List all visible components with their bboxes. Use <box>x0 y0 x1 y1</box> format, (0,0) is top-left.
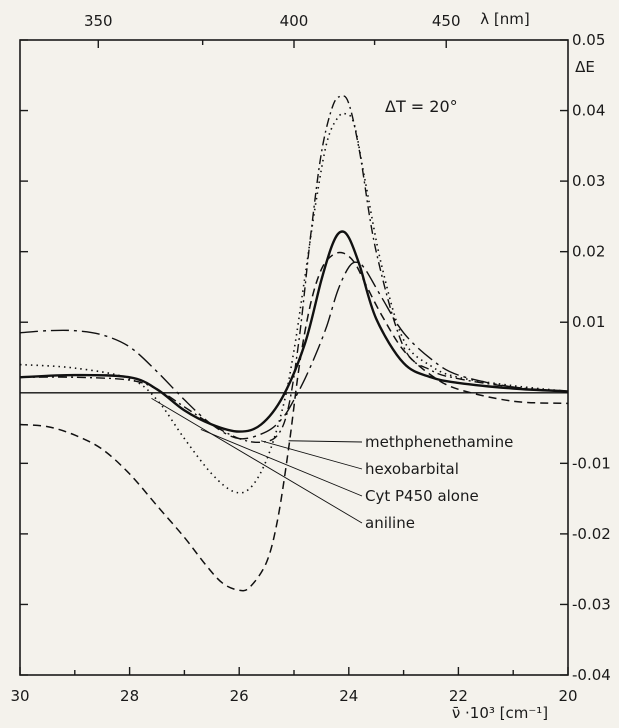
x-tick-label-5: 20 <box>558 687 577 705</box>
y-tick-label-8: -0.04 <box>572 666 611 684</box>
y-tick-label-3: 0.02 <box>572 243 605 261</box>
x-tick-label-4: 22 <box>449 687 468 705</box>
x-tick-label-0: 30 <box>10 687 29 705</box>
legend-label-hexobarbital: hexobarbital <box>365 460 459 478</box>
legend-label-aniline: aniline <box>365 514 415 532</box>
leader-line-3 <box>151 398 363 524</box>
ticks <box>19 39 569 676</box>
y-tick-label-2: 0.03 <box>572 172 605 190</box>
series-line-0 <box>19 230 569 433</box>
x-tick-label-1: 28 <box>120 687 139 705</box>
legend-label-cyt-p450-alone: Cyt P450 alone <box>365 487 479 505</box>
series-line-3 <box>19 251 569 592</box>
leader-line-0 <box>288 440 363 443</box>
curves <box>19 95 569 592</box>
series-line-2 <box>19 112 569 494</box>
y-tick-label-6: -0.02 <box>572 525 611 543</box>
x2-tick-label-2: 450 <box>432 12 461 30</box>
y-tick-label-4: 0.01 <box>572 313 605 331</box>
plot-frame <box>19 39 569 676</box>
tick-labels: 30 28 26 24 22 20 350 400 450 0.05 0.04 0.03 0.02 0.0… <box>10 12 610 705</box>
x2-tick-label-0: 350 <box>84 12 113 30</box>
y-tick-label-1: 0.04 <box>572 102 605 120</box>
x-tick-label-3: 24 <box>339 687 358 705</box>
top-axis-label: λ [nm] <box>480 10 529 28</box>
leader-lines <box>151 398 363 524</box>
leader-line-2 <box>200 429 363 497</box>
series-line-4 <box>19 261 569 440</box>
x-tick-label-2: 26 <box>230 687 249 705</box>
series-line-1 <box>19 95 569 444</box>
bottom-axis-label: ν̄ ·10³ [cm⁻¹] <box>452 704 548 722</box>
y-axis-label: ΔE <box>575 58 595 76</box>
y-tick-label-5: -0.01 <box>572 454 611 472</box>
x2-tick-label-1: 400 <box>280 12 309 30</box>
legend-label-methphenethamine: methphenethamine <box>365 433 513 451</box>
y-tick-label-7: -0.03 <box>572 595 611 613</box>
y-tick-label-0: 0.05 <box>572 31 605 49</box>
leader-line-1 <box>260 440 363 470</box>
annotation-delta-t: ΔT = 20° <box>385 97 458 116</box>
